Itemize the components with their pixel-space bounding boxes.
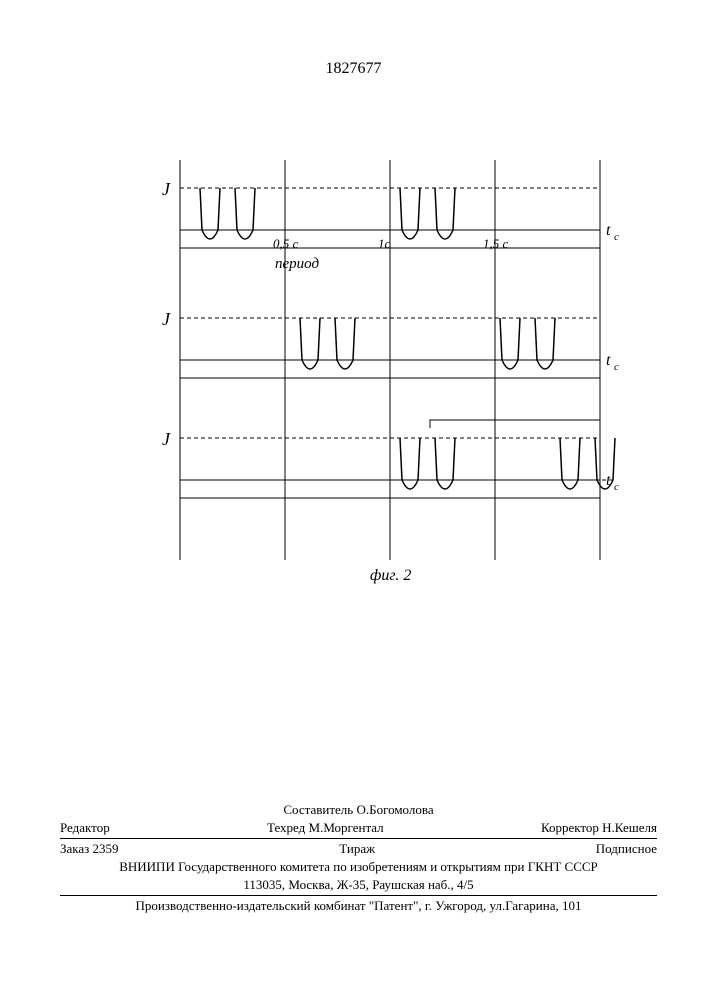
tirazh: Тираж <box>339 841 375 857</box>
org-line2: 113035, Москва, Ж-35, Раушская наб., 4/5 <box>60 877 657 893</box>
document-number: 1827677 <box>0 60 707 78</box>
svg-text:1,5 c: 1,5 c <box>483 236 509 251</box>
svg-text:c: c <box>614 231 619 243</box>
svg-text:J: J <box>162 179 171 199</box>
org-line1: ВНИИПИ Государственного комитета по изоб… <box>60 859 657 875</box>
separator <box>60 895 657 896</box>
svg-text:t: t <box>606 352 611 369</box>
separator <box>60 838 657 839</box>
techred: Техред М.Моргентал <box>267 820 384 836</box>
page: 1827677 JtcJtcJtc0,5 c1c1,5 cпериодфиг. … <box>0 0 707 1000</box>
svg-text:t: t <box>606 222 611 239</box>
svg-text:0,5 c: 0,5 c <box>273 236 299 251</box>
svg-text:J: J <box>162 429 171 449</box>
subscription: Подписное <box>596 841 657 857</box>
corrector: Корректор Н.Кешеля <box>541 820 657 836</box>
waveform-chart: JtcJtcJtc0,5 c1c1,5 cпериодфиг. 2 <box>150 150 630 590</box>
order-row: Заказ 2359 Тираж Подписное <box>60 841 657 857</box>
svg-text:1c: 1c <box>378 236 391 251</box>
svg-text:период: период <box>275 256 319 272</box>
editor-label: Редактор <box>60 820 110 836</box>
compiler: Составитель О.Богомолова <box>60 802 657 818</box>
svg-text:J: J <box>162 309 171 329</box>
svg-text:c: c <box>614 481 619 493</box>
svg-text:фиг. 2: фиг. 2 <box>370 567 411 584</box>
footer: Составитель О.Богомолова Редактор Техред… <box>60 800 657 916</box>
printer: Производственно-издательский комбинат "П… <box>60 898 657 914</box>
svg-text:c: c <box>614 361 619 373</box>
order: Заказ 2359 <box>60 841 119 857</box>
credits-row: Редактор Техред М.Моргентал Корректор Н.… <box>60 820 657 836</box>
